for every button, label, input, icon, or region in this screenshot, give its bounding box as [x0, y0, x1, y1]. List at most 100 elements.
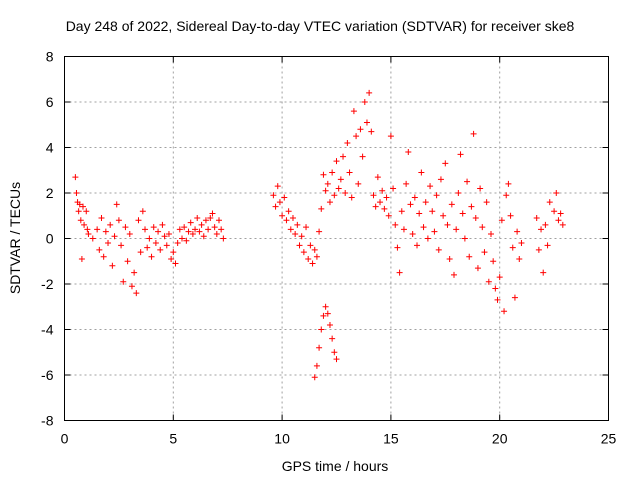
- data-point: [390, 185, 397, 192]
- grid-lines: [64, 56, 609, 421]
- data-point: [185, 228, 192, 235]
- data-point: [303, 224, 310, 231]
- data-point: [337, 176, 344, 183]
- data-point: [403, 180, 410, 187]
- data-point: [340, 153, 347, 160]
- data-point: [144, 244, 151, 251]
- data-point: [361, 99, 368, 105]
- data-point: [479, 224, 486, 231]
- data-point: [209, 210, 216, 217]
- data-point: [320, 171, 327, 178]
- data-point: [546, 199, 553, 206]
- data-point: [444, 221, 451, 228]
- data-point: [172, 260, 179, 267]
- data-point: [318, 326, 325, 333]
- y-tick-label: 8: [46, 49, 54, 65]
- data-point: [387, 133, 394, 140]
- data-point: [313, 362, 320, 369]
- x-tick-label: 5: [169, 431, 177, 447]
- data-point: [322, 187, 329, 194]
- data-point: [514, 228, 521, 235]
- data-point: [89, 235, 96, 242]
- data-point: [279, 212, 286, 219]
- data-point: [374, 174, 381, 181]
- data-point: [78, 255, 85, 262]
- data-point: [503, 192, 510, 199]
- data-point: [431, 228, 438, 235]
- data-point: [181, 224, 188, 231]
- data-point: [300, 249, 307, 256]
- data-point: [73, 190, 80, 196]
- data-point: [296, 242, 303, 249]
- data-point: [292, 230, 299, 237]
- x-tick-label: 25: [601, 431, 617, 447]
- data-point: [148, 253, 155, 260]
- data-point: [205, 226, 212, 233]
- data-point: [311, 246, 318, 253]
- data-point: [507, 212, 514, 219]
- data-point: [285, 208, 292, 215]
- y-tick-label: 4: [46, 140, 54, 156]
- data-point: [555, 217, 562, 224]
- data-point: [540, 269, 547, 276]
- data-point: [333, 158, 340, 165]
- data-point: [84, 226, 91, 233]
- data-point: [409, 230, 416, 237]
- data-point: [316, 228, 323, 235]
- data-point: [551, 208, 558, 215]
- data-point: [215, 217, 222, 224]
- x-tick-labels: 0 5 10 15 20 25: [61, 431, 617, 447]
- data-point: [398, 208, 405, 215]
- data-point: [407, 201, 414, 208]
- data-point: [363, 119, 370, 126]
- data-point: [157, 246, 164, 253]
- data-point: [372, 203, 379, 210]
- data-point: [318, 205, 325, 212]
- data-point: [557, 210, 564, 217]
- data-point: [309, 260, 316, 267]
- data-point: [198, 221, 205, 228]
- y-tick-label: -2: [41, 276, 54, 292]
- data-point: [433, 192, 440, 199]
- data-point: [79, 203, 86, 210]
- data-point: [453, 226, 460, 233]
- data-point: [85, 230, 92, 237]
- data-point: [494, 296, 501, 303]
- data-point: [120, 278, 127, 285]
- data-point: [400, 226, 407, 233]
- data-point: [276, 199, 283, 206]
- y-tick-labels: -8 -6 -4 -2 0 2 4 6 8: [41, 49, 54, 429]
- data-point: [113, 201, 120, 208]
- data-point: [457, 151, 464, 158]
- data-point: [102, 228, 109, 235]
- data-point: [75, 208, 82, 215]
- data-point: [165, 230, 172, 237]
- data-point: [455, 190, 462, 196]
- data-point: [81, 221, 88, 228]
- data-point: [418, 169, 425, 176]
- data-point: [107, 221, 114, 228]
- data-point: [501, 308, 508, 315]
- data-point: [142, 226, 149, 233]
- data-point: [331, 192, 338, 199]
- data-point: [481, 249, 488, 256]
- data-point: [377, 199, 384, 206]
- data-point: [477, 185, 484, 192]
- data-point: [483, 199, 490, 206]
- y-tick-label: -6: [41, 367, 54, 383]
- data-point: [429, 208, 436, 215]
- data-point: [326, 321, 333, 328]
- data-point: [294, 221, 301, 228]
- data-point: [329, 335, 336, 342]
- data-point: [126, 230, 133, 237]
- data-point: [468, 203, 475, 210]
- data-point: [437, 176, 444, 183]
- data-point: [135, 217, 142, 224]
- data-point: [168, 255, 175, 262]
- data-point: [146, 235, 153, 242]
- data-point: [505, 180, 512, 187]
- data-point: [466, 253, 473, 260]
- axis-ticks: [64, 56, 609, 421]
- y-tick-label: -8: [41, 413, 54, 429]
- data-point: [270, 192, 277, 199]
